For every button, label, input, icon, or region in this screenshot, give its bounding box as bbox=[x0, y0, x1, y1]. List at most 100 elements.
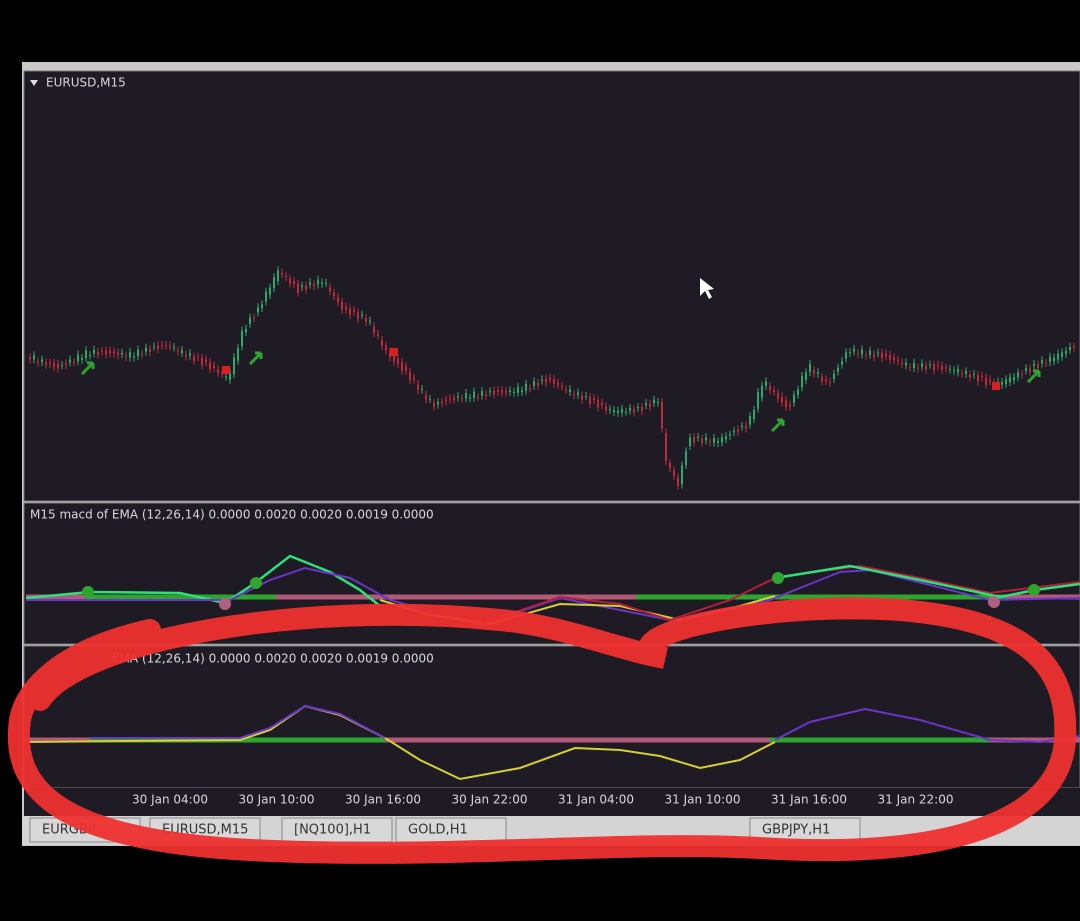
candle bbox=[921, 363, 923, 367]
candle bbox=[497, 390, 499, 392]
candle bbox=[1061, 352, 1063, 357]
dot bbox=[250, 577, 262, 589]
candle bbox=[381, 339, 383, 347]
candle bbox=[865, 355, 867, 357]
candle bbox=[393, 355, 395, 362]
candle bbox=[1065, 350, 1067, 354]
time-axis bbox=[24, 788, 1080, 816]
buy-arrow bbox=[770, 418, 785, 433]
candle bbox=[553, 379, 555, 384]
candle bbox=[765, 381, 767, 386]
candle bbox=[209, 362, 211, 370]
indicator-label: M15 macd of EMA (12,26,14) 0.0000 0.0020… bbox=[30, 508, 434, 522]
candle bbox=[97, 352, 99, 355]
candle bbox=[697, 437, 699, 439]
time-labels: 30 Jan 04:00 30 Jan 10:00 30 Jan 16:00 30 J… bbox=[132, 793, 953, 807]
candle bbox=[861, 349, 863, 355]
candle bbox=[321, 282, 323, 285]
candle bbox=[153, 346, 155, 348]
candle bbox=[309, 282, 311, 285]
candle bbox=[549, 377, 551, 380]
candle bbox=[333, 292, 335, 297]
tab[interactable] bbox=[281, 817, 393, 843]
candle bbox=[589, 396, 591, 404]
candle bbox=[677, 477, 679, 487]
candle bbox=[1049, 356, 1051, 363]
dot bbox=[988, 596, 1000, 608]
candle bbox=[873, 354, 875, 358]
candle bbox=[957, 368, 959, 373]
candle bbox=[33, 355, 35, 360]
candle bbox=[557, 382, 559, 385]
candle bbox=[805, 372, 807, 380]
candle bbox=[453, 397, 455, 401]
candle bbox=[325, 282, 327, 284]
candle bbox=[1009, 377, 1011, 383]
candle bbox=[505, 390, 507, 393]
candle bbox=[657, 401, 659, 403]
candle bbox=[877, 352, 879, 354]
candle bbox=[41, 359, 43, 363]
time-label: 31 Jan 04:00 bbox=[558, 793, 634, 807]
dot bbox=[772, 572, 784, 584]
candle bbox=[421, 388, 423, 390]
tab-label: [NQ100],H1 bbox=[294, 823, 371, 838]
candle bbox=[1069, 346, 1071, 351]
candle bbox=[145, 347, 147, 352]
candle bbox=[1017, 372, 1019, 378]
candle bbox=[953, 370, 955, 372]
candle bbox=[437, 402, 439, 405]
candle bbox=[901, 362, 903, 365]
chart-title: EURUSD,M15 bbox=[46, 76, 126, 90]
candle bbox=[109, 350, 111, 354]
candle bbox=[461, 397, 463, 399]
candle bbox=[537, 383, 539, 386]
candle bbox=[289, 278, 291, 284]
candle bbox=[681, 465, 683, 485]
candle bbox=[1073, 346, 1075, 348]
candle bbox=[465, 392, 467, 399]
candle bbox=[881, 352, 883, 359]
candle bbox=[525, 383, 527, 391]
candle bbox=[1033, 363, 1035, 366]
candle bbox=[373, 326, 375, 333]
candle bbox=[265, 291, 267, 302]
candle bbox=[533, 381, 535, 386]
candle bbox=[801, 375, 803, 388]
dropdown-icon[interactable] bbox=[30, 80, 38, 86]
candle bbox=[853, 348, 855, 352]
candle bbox=[57, 363, 59, 369]
candle bbox=[29, 357, 31, 360]
candle bbox=[841, 361, 843, 365]
candle bbox=[141, 353, 143, 355]
candle bbox=[233, 357, 235, 375]
candle bbox=[829, 381, 831, 383]
cursor bbox=[700, 278, 714, 299]
tab[interactable] bbox=[395, 817, 507, 843]
candle bbox=[485, 394, 487, 397]
candle bbox=[521, 390, 523, 392]
candle bbox=[897, 359, 899, 362]
dot bbox=[219, 598, 231, 610]
candle bbox=[917, 367, 919, 369]
candle bbox=[73, 362, 75, 364]
candle bbox=[157, 345, 159, 350]
candle bbox=[493, 390, 495, 395]
candle bbox=[213, 365, 215, 369]
candle bbox=[913, 362, 915, 369]
candle bbox=[717, 441, 719, 443]
candle bbox=[629, 407, 631, 411]
candle bbox=[949, 369, 951, 371]
candle bbox=[481, 391, 483, 396]
candle bbox=[701, 438, 703, 443]
candle bbox=[293, 281, 295, 284]
candle bbox=[689, 437, 691, 447]
candle bbox=[429, 398, 431, 400]
candle bbox=[469, 397, 471, 399]
annotation-circle bbox=[7, 597, 1077, 864]
candle bbox=[329, 287, 331, 292]
candle bbox=[401, 362, 403, 371]
buy-arrow bbox=[248, 351, 263, 366]
candle bbox=[177, 350, 179, 352]
